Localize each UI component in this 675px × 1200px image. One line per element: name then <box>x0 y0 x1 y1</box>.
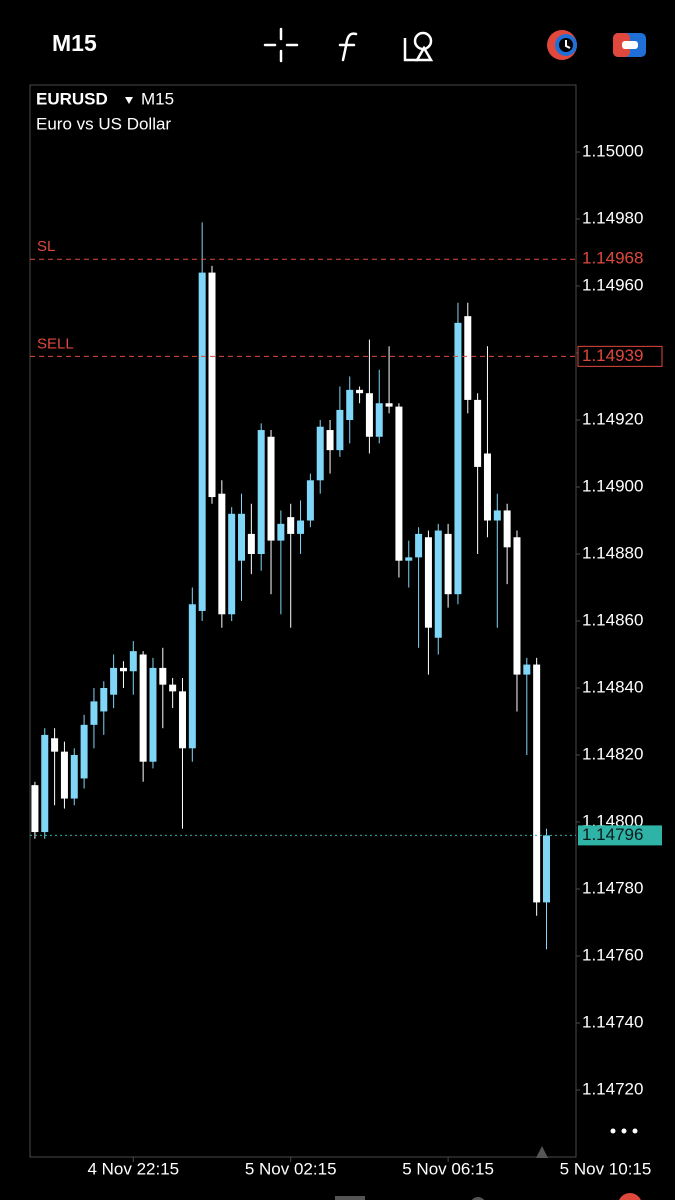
more-menu[interactable] <box>610 1128 638 1134</box>
scroll-marker[interactable] <box>536 1146 548 1158</box>
y-tick-label: 1.14740 <box>582 1012 643 1031</box>
candle-body <box>80 724 88 779</box>
y-tick-label: 1.15000 <box>582 141 643 160</box>
price-label-box <box>578 249 662 270</box>
candle-body <box>395 406 403 561</box>
candle-body <box>542 835 550 903</box>
candle-body <box>316 426 324 481</box>
candle-body <box>405 557 413 561</box>
candle-body <box>415 533 423 558</box>
chart-timeframe: M15 <box>141 89 174 108</box>
candle-body <box>178 691 186 749</box>
candle-body <box>208 272 216 498</box>
candle-body <box>444 533 452 595</box>
timeframe-button[interactable]: M15 <box>52 30 97 56</box>
symbol-description: Euro vs US Dollar <box>36 114 171 133</box>
symbol[interactable]: EURUSD <box>36 89 108 108</box>
x-tick-label: 5 Nov 06:15 <box>402 1159 494 1178</box>
bottom-nav <box>335 1193 641 1200</box>
y-tick-label: 1.14920 <box>582 409 643 428</box>
candle-body <box>257 430 265 554</box>
account-icon[interactable] <box>613 33 646 57</box>
trade-icon[interactable] <box>547 30 577 60</box>
price-line-label: 1.14939 <box>582 346 643 365</box>
candle-body <box>267 436 275 541</box>
plot-frame <box>29 84 577 1158</box>
y-tick-label: 1.14780 <box>582 878 643 897</box>
candle-body <box>238 513 246 561</box>
indicator-icon[interactable] <box>338 32 358 62</box>
y-tick-label: 1.14980 <box>582 208 643 227</box>
candle-body <box>306 480 314 521</box>
candle-body <box>513 537 521 675</box>
candle-body <box>474 399 482 467</box>
candle-body <box>385 403 393 407</box>
candle-body <box>326 430 334 451</box>
candle-body <box>297 520 305 534</box>
price-line-label: 1.14796 <box>582 825 643 844</box>
y-tick-label: 1.14900 <box>582 476 643 495</box>
y-tick-label: 1.14960 <box>582 275 643 294</box>
x-tick-label: 4 Nov 22:15 <box>87 1159 179 1178</box>
candle-body <box>247 533 255 554</box>
candle-body <box>277 523 285 541</box>
candle-body <box>346 389 354 420</box>
price-line-name: SL <box>37 238 55 255</box>
candle-body <box>31 785 39 833</box>
price-line-name: SELL <box>37 335 74 352</box>
price-label-box <box>577 345 663 367</box>
candle-body <box>119 667 127 672</box>
candle-body <box>454 322 462 595</box>
candle-body <box>503 510 511 548</box>
y-tick-label: 1.14880 <box>582 543 643 562</box>
candle-body <box>336 409 344 451</box>
price-label-box <box>578 825 662 846</box>
candle-body <box>523 664 531 675</box>
symbol-dropdown[interactable] <box>125 97 133 104</box>
candle-body <box>434 530 442 638</box>
candle-body <box>218 493 226 615</box>
candle-body <box>139 654 147 762</box>
candle-body <box>159 667 167 685</box>
y-tick-label: 1.14840 <box>582 677 643 696</box>
candle-body <box>483 453 491 521</box>
candle-body <box>356 389 364 394</box>
candle-body <box>70 755 78 799</box>
price-line-label: 1.14968 <box>582 249 643 268</box>
candle-body <box>169 684 177 692</box>
candle-body <box>51 738 59 752</box>
candle-body <box>110 667 118 695</box>
plot <box>31 222 550 950</box>
candle-body <box>41 734 49 833</box>
y-tick-label: 1.14860 <box>582 610 643 629</box>
candle-body <box>424 537 432 628</box>
candle-body <box>129 651 137 672</box>
candle-body <box>198 272 206 611</box>
crosshair-icon[interactable] <box>263 27 299 63</box>
x-tick-label: 5 Nov 02:15 <box>245 1159 337 1178</box>
objects-icon[interactable] <box>403 31 434 62</box>
candle-body <box>493 510 501 521</box>
y-tick-label: 1.14720 <box>582 1079 643 1098</box>
candle-body <box>100 688 108 712</box>
candle-body <box>228 513 236 615</box>
candle-body <box>149 667 157 762</box>
y-tick-label: 1.14820 <box>582 744 643 763</box>
candle-body <box>287 517 295 534</box>
candle-body <box>188 604 196 749</box>
candle-body <box>375 403 383 437</box>
x-tick-label: 5 Nov 10:15 <box>560 1159 652 1178</box>
candle-body <box>90 701 98 725</box>
y-tick-label: 1.14760 <box>582 945 643 964</box>
candle-body <box>533 664 541 903</box>
candle-body <box>60 751 68 799</box>
candle-body <box>365 393 373 437</box>
candle-body <box>464 316 472 400</box>
